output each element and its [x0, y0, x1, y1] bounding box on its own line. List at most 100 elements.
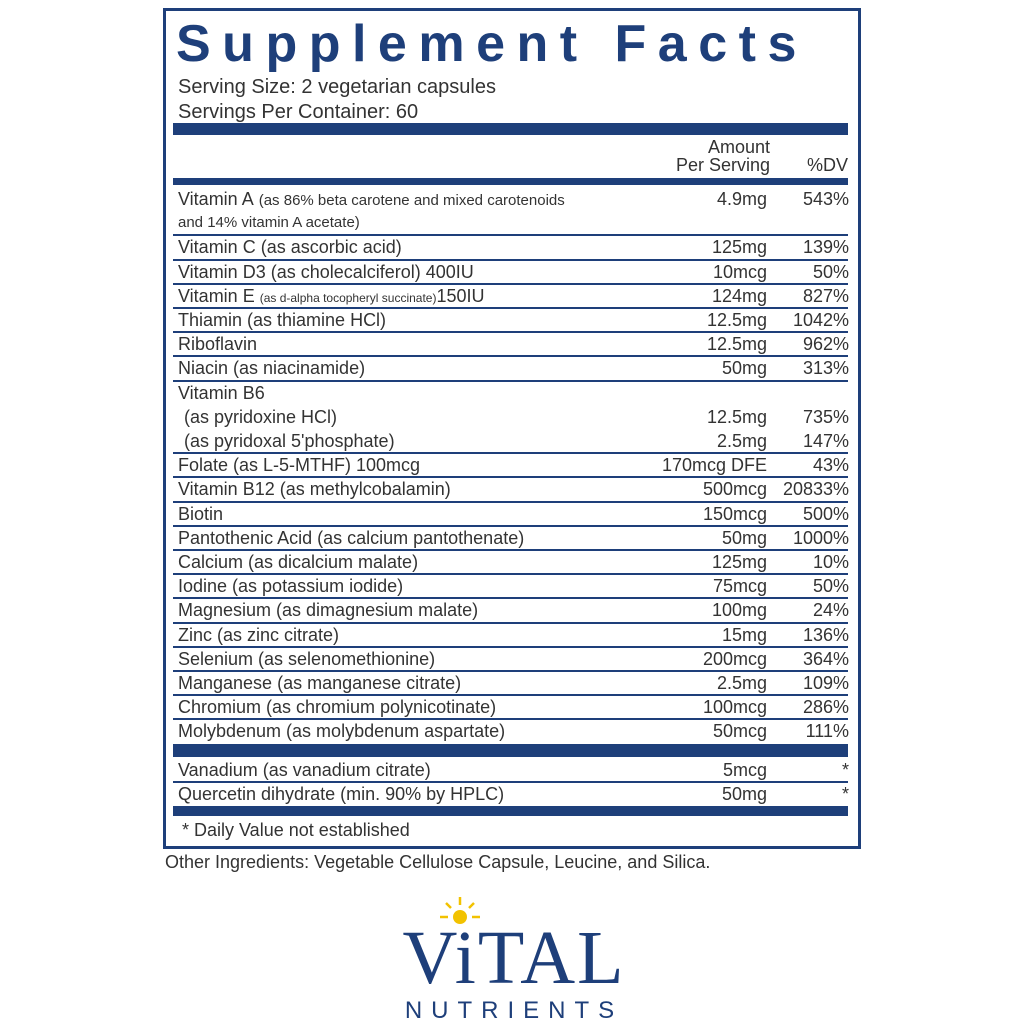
- daily-value: 827%: [802, 285, 849, 306]
- daily-value: *: [841, 759, 849, 780]
- amount: 75mcg: [712, 576, 767, 597]
- nutrient-name: Vitamin E: [178, 285, 255, 306]
- thick-rule: [173, 743, 848, 757]
- daily-value: 10%: [812, 552, 849, 572]
- nutrient-name: Thiamin (as thiamine HCl): [178, 310, 387, 330]
- daily-value: 20833%: [782, 479, 849, 500]
- daily-value: 962%: [802, 334, 849, 355]
- amount: 50mg: [721, 527, 767, 548]
- row-rule: [173, 670, 848, 672]
- row-rule: [173, 524, 848, 527]
- amount: 500mcg: [702, 479, 767, 500]
- nutrient-name: (as pyridoxine HCl): [184, 406, 338, 427]
- daily-value: 139%: [802, 237, 849, 258]
- nutrient-name: Vanadium (as vanadium citrate): [178, 759, 431, 781]
- nutrient-name: Calcium (as dicalcium malate): [178, 551, 418, 573]
- daily-value: 735%: [802, 406, 849, 427]
- nutrient-name: Quercetin dihydrate (min. 90% by HPLC): [178, 783, 504, 805]
- sun-icon: [440, 897, 480, 924]
- amount: 4.9mg: [716, 189, 767, 209]
- nutrient-name: Biotin: [178, 503, 224, 524]
- nutrient-name: Folate (as L-5-MTHF) 100mcg: [178, 454, 420, 476]
- daily-value: 50%: [812, 261, 849, 282]
- daily-value: *: [841, 783, 849, 804]
- nutrient-name: Manganese (as manganese citrate): [178, 672, 461, 694]
- daily-value: 500%: [802, 503, 849, 524]
- nutrient-note: (as d-alpha tocopheryl succinate): [259, 290, 437, 305]
- amount: 50mcg: [712, 721, 767, 742]
- row-rule: [173, 452, 848, 455]
- daily-value: 286%: [802, 697, 849, 718]
- nutrient-name: Riboflavin: [178, 333, 257, 355]
- amount: 150mcg: [702, 503, 767, 524]
- nutrient-note: and 14% vitamin A acetate): [178, 214, 360, 232]
- daily-value: 147%: [802, 431, 849, 451]
- nutrient-name: Niacin (as niacinamide): [178, 357, 365, 379]
- daily-value: 136%: [802, 624, 849, 645]
- nutrient-name: Thiamin (as thiamine HCl): [178, 309, 386, 331]
- nutrient-name: Iodine (as potassium iodide): [178, 576, 404, 597]
- amount: 50mg: [721, 358, 767, 379]
- nutrient-name: (as pyridoxine HCl): [184, 406, 337, 428]
- amount: 100mcg: [702, 697, 767, 718]
- thick-rule: [173, 123, 848, 135]
- amount: 200mcg: [702, 648, 767, 669]
- title: Supplement Facts: [176, 15, 808, 73]
- daily-value: 109%: [802, 673, 849, 693]
- daily-value: 543%: [802, 189, 849, 209]
- row-rule: [173, 500, 848, 503]
- nutrient-name: Vanadium (as vanadium citrate): [178, 759, 431, 780]
- row-rule: [173, 549, 848, 551]
- amount: 50mg: [721, 783, 767, 804]
- amount: 10mcg: [712, 261, 767, 282]
- daily-value: 111%: [805, 721, 849, 742]
- nutrient-name: Vitamin A: [178, 189, 254, 209]
- serving-size: Serving Size: 2 vegetarian capsules: [178, 76, 496, 98]
- nutrient-name: Chromium (as chromium polynicotinate): [178, 696, 496, 718]
- nutrient-name: Chromium (as chromium polynicotinate): [178, 697, 497, 718]
- amount: 12.5mg: [706, 406, 767, 427]
- nutrient-name: Iodine (as potassium iodide): [178, 575, 403, 597]
- nutrient-name: Vitamin C (as ascorbic acid): [178, 237, 402, 258]
- brand-subtitle: NUTRIENTS: [404, 997, 624, 1024]
- nutrient-name: Calcium (as dicalcium malate): [178, 552, 419, 572]
- row-rule: [173, 355, 848, 358]
- nutrient-name: Quercetin dihydrate (min. 90% by HPLC): [178, 783, 505, 804]
- row-rule: [173, 694, 848, 697]
- nutrient-name: Vitamin D3 (as cholecalciferol) 400IU: [178, 261, 474, 282]
- row-rule: [173, 476, 848, 479]
- daily-value: 24%: [812, 600, 849, 621]
- other-ingredients: Other Ingredients: Vegetable Cellulose C…: [165, 852, 711, 872]
- row-rule: [173, 307, 848, 309]
- nutrient-name: Vitamin B12 (as methylcobalamin): [178, 479, 451, 500]
- daily-value: 43%: [812, 455, 849, 476]
- daily-value: 1042%: [792, 310, 849, 330]
- nutrient-name: Selenium (as selenomethionine): [178, 648, 436, 669]
- nutrient-name: Niacin (as niacinamide): [178, 358, 366, 379]
- nutrient-note: (as 86% beta carotene and mixed caroteno…: [258, 192, 565, 209]
- nutrient-name: Zinc (as zinc citrate): [178, 624, 339, 646]
- amount: 100mg: [711, 600, 767, 621]
- amount: 15mg: [721, 624, 767, 645]
- nutrient-name: (as pyridoxal 5'phosphate): [184, 430, 395, 452]
- amount-header: Per Serving: [675, 155, 770, 175]
- nutrient-name: Magnesium (as dimagnesium malate): [178, 600, 479, 621]
- amount: 2.5mg: [716, 431, 767, 451]
- row-rule: [173, 573, 848, 576]
- brand-logo: ViTAL: [402, 916, 626, 1000]
- nutrient-name: Vitamin D3 (as cholecalciferol) 400IU: [178, 261, 474, 283]
- row-rule: [173, 234, 848, 237]
- nutrient-name: Selenium (as selenomethionine): [178, 648, 435, 670]
- row-rule: [173, 258, 848, 261]
- row-rule: [173, 379, 848, 382]
- servings-per-container: Servings Per Container: 60: [178, 101, 419, 123]
- daily-value: 50%: [812, 576, 849, 597]
- facts-box: [163, 8, 861, 849]
- amount: 125mg: [711, 552, 767, 572]
- nutrient-name: Vitamin B6: [178, 382, 265, 404]
- amount: 125mg: [711, 237, 767, 258]
- nutrient-extra: 150IU: [436, 285, 485, 306]
- nutrient-name: Vitamin B6: [178, 382, 265, 403]
- nutrient-name: Folate (as L-5-MTHF) 100mcg: [178, 455, 421, 476]
- amount: 170mcg DFE: [661, 455, 767, 476]
